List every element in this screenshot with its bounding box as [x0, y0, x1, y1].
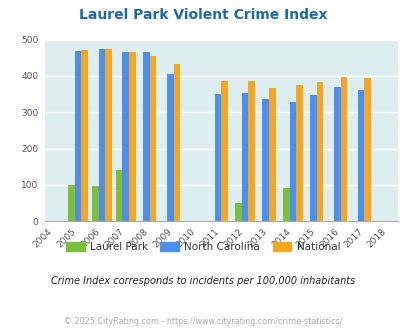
Bar [115, 170, 122, 221]
Text: © 2025 CityRating.com - https://www.cityrating.com/crime-statistics/: © 2025 CityRating.com - https://www.city… [64, 317, 341, 326]
Bar [68, 185, 75, 221]
Bar [333, 87, 340, 221]
Bar [289, 102, 296, 221]
Bar [364, 79, 370, 221]
Text: Crime Index corresponds to incidents per 100,000 inhabitants: Crime Index corresponds to incidents per… [51, 276, 354, 285]
Bar [248, 81, 254, 221]
Bar [269, 87, 275, 221]
Bar [92, 186, 98, 221]
Bar [105, 49, 112, 221]
Bar [282, 188, 289, 221]
Bar [241, 93, 248, 221]
Bar [309, 95, 316, 221]
Bar [340, 77, 346, 221]
Bar [234, 203, 241, 221]
Bar [214, 94, 221, 221]
Bar [143, 52, 149, 221]
Bar [296, 84, 302, 221]
Bar [166, 74, 173, 221]
Bar [98, 50, 105, 221]
Bar [173, 64, 180, 221]
Text: Laurel Park Violent Crime Index: Laurel Park Violent Crime Index [79, 8, 326, 22]
Bar [221, 81, 227, 221]
Bar [81, 50, 88, 221]
Bar [75, 51, 81, 221]
Bar [149, 56, 156, 221]
Bar [357, 90, 364, 221]
Legend: Laurel Park, North Carolina, National: Laurel Park, North Carolina, National [62, 238, 343, 256]
Bar [262, 99, 269, 221]
Bar [316, 82, 323, 221]
Bar [122, 52, 129, 221]
Bar [129, 52, 136, 221]
